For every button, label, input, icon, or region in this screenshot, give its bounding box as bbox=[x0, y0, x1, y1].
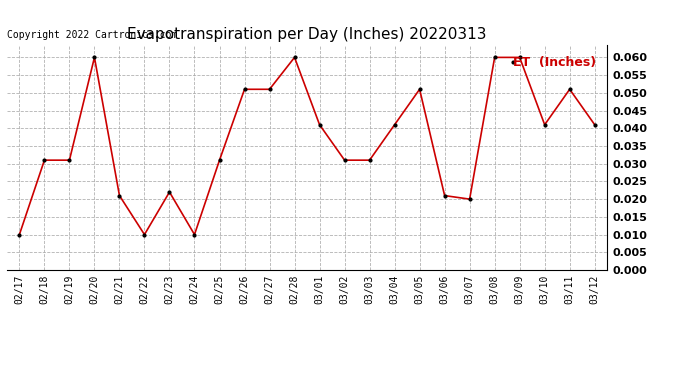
ET  (Inches) bbox=[415, 87, 424, 92]
ET  (Inches) bbox=[266, 87, 274, 92]
ET  (Inches) bbox=[190, 232, 199, 237]
ET  (Inches) bbox=[115, 194, 124, 198]
ET  (Inches) bbox=[491, 55, 499, 60]
ET  (Inches) bbox=[90, 55, 99, 60]
Line: ET  (Inches): ET (Inches) bbox=[17, 55, 598, 237]
ET  (Inches) bbox=[466, 197, 474, 201]
ET  (Inches) bbox=[66, 158, 74, 162]
ET  (Inches) bbox=[340, 158, 348, 162]
ET  (Inches) bbox=[315, 123, 324, 127]
ET  (Inches) bbox=[240, 87, 248, 92]
Text: Copyright 2022 Cartronics.com: Copyright 2022 Cartronics.com bbox=[7, 30, 177, 40]
ET  (Inches) bbox=[140, 232, 148, 237]
ET  (Inches) bbox=[391, 123, 399, 127]
ET  (Inches) bbox=[40, 158, 48, 162]
ET  (Inches) bbox=[15, 232, 23, 237]
ET  (Inches) bbox=[515, 55, 524, 60]
Legend: ET  (Inches): ET (Inches) bbox=[508, 51, 601, 74]
ET  (Inches) bbox=[290, 55, 299, 60]
ET  (Inches) bbox=[366, 158, 374, 162]
ET  (Inches) bbox=[440, 194, 449, 198]
ET  (Inches) bbox=[540, 123, 549, 127]
Title: Evapotranspiration per Day (Inches) 20220313: Evapotranspiration per Day (Inches) 2022… bbox=[127, 27, 487, 42]
ET  (Inches) bbox=[215, 158, 224, 162]
ET  (Inches) bbox=[591, 123, 599, 127]
ET  (Inches) bbox=[166, 190, 174, 194]
ET  (Inches) bbox=[566, 87, 574, 92]
